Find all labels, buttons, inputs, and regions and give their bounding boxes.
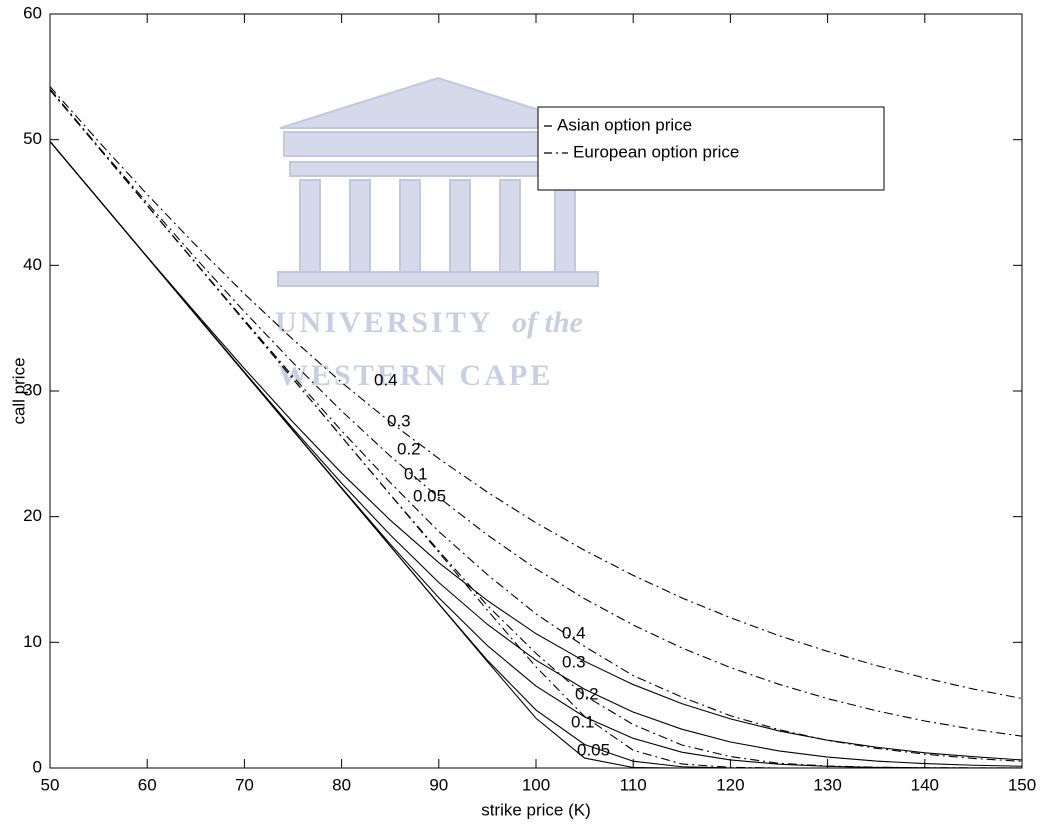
ticks: 50 60 70 80 90 100 110 120 130 140 150 0 10 20 30 40 50 6…	[23, 3, 1036, 794]
y-tick-label: 30	[23, 380, 42, 399]
curve-label: 0.1	[571, 712, 595, 731]
watermark-text: WESTERN CAPE	[278, 359, 553, 392]
curve-label: 0.3	[562, 652, 586, 671]
curve-label: 0.2	[575, 684, 599, 703]
x-tick-label: 140	[911, 775, 939, 794]
legend: Asian option price European option price	[537, 106, 885, 191]
y-axis-label: call price	[9, 357, 28, 424]
curve-label: 0.4	[562, 623, 586, 642]
y-tick-label: 50	[23, 129, 42, 148]
y-tick-label: 20	[23, 506, 42, 525]
legend-box	[537, 106, 885, 191]
curve-label: 0.05	[577, 740, 610, 759]
x-tick-label: 80	[332, 775, 351, 794]
curve	[49, 86, 1023, 700]
legend-label: Asian option price	[557, 115, 692, 134]
curve-label: 0.05	[413, 486, 446, 505]
x-tick-label: 90	[429, 775, 448, 794]
curve	[49, 88, 1023, 737]
x-tick-label: 120	[716, 775, 744, 794]
curve-label: 0.2	[397, 439, 421, 458]
x-tick-label: 60	[138, 775, 157, 794]
x-axis-label: strike price (K)	[481, 800, 591, 819]
curve-label: 0.4	[374, 370, 398, 389]
x-tick-label: 110	[620, 775, 647, 794]
curve	[49, 141, 1022, 769]
curve-label: 0.3	[387, 411, 411, 430]
curve	[49, 141, 1023, 761]
y-tick-label: 40	[23, 255, 42, 274]
x-tick-label: 50	[41, 775, 60, 794]
x-tick-label: 100	[522, 775, 550, 794]
curve	[49, 89, 1022, 769]
watermark: UNIVERSITY of the WESTERN CAPE	[275, 306, 583, 392]
annotations: 0.4 0.3 0.2 0.1 0.05 0.4 0.3 0.2 0.1 0.05	[374, 370, 610, 759]
y-tick-label: 10	[23, 632, 42, 651]
watermark-logo	[277, 76, 599, 287]
x-tick-label: 130	[813, 775, 841, 794]
curve-label: 0.1	[404, 464, 428, 483]
x-tick-label: 70	[235, 775, 254, 794]
y-tick-label: 60	[23, 3, 42, 22]
legend-label: European option price	[573, 142, 739, 161]
y-tick-label: 0	[33, 757, 42, 776]
x-tick-label: 150	[1008, 775, 1036, 794]
watermark-text: of the	[512, 306, 583, 339]
watermark-text: UNIVERSITY	[275, 306, 493, 339]
curves	[49, 86, 1023, 769]
